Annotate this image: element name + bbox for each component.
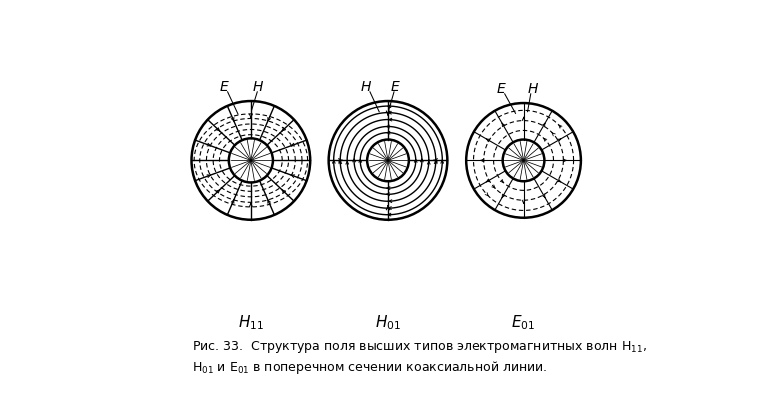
Text: H$_{01}$ и E$_{01}$ в поперечном сечении коаксиальной линии.: H$_{01}$ и E$_{01}$ в поперечном сечении… [192, 359, 548, 376]
Text: E: E [497, 82, 506, 96]
Text: H: H [253, 80, 263, 94]
Text: E: E [219, 80, 228, 94]
Text: Рис. 33.  Структура поля высших типов электромагнитных волн H$_{11}$,: Рис. 33. Структура поля высших типов эле… [192, 339, 647, 355]
Text: H: H [527, 82, 538, 96]
Circle shape [367, 140, 409, 181]
Text: E$_{01}$: E$_{01}$ [511, 314, 535, 332]
Text: H$_{01}$: H$_{01}$ [375, 314, 401, 332]
Circle shape [229, 138, 273, 182]
Text: H: H [361, 80, 371, 94]
Circle shape [503, 140, 545, 181]
Text: E: E [391, 80, 400, 94]
Text: H$_{11}$: H$_{11}$ [237, 314, 264, 332]
